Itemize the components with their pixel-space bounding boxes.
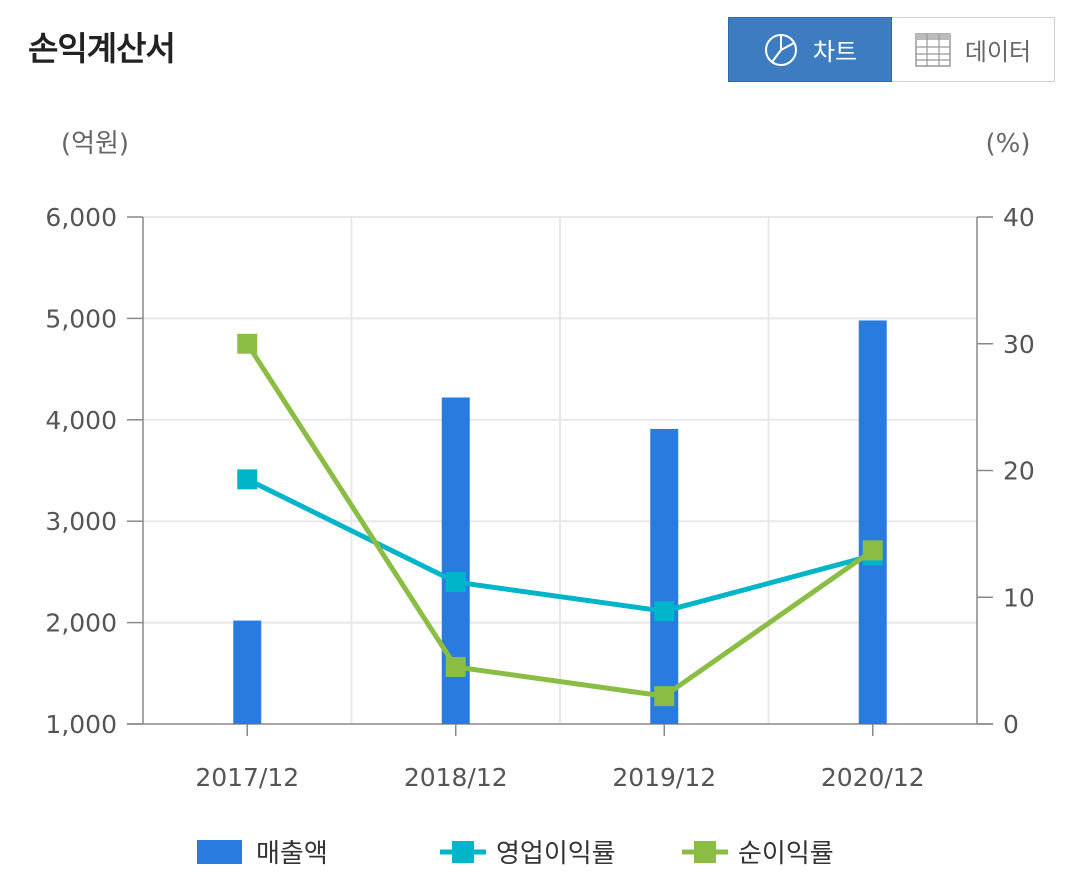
bar (233, 620, 262, 724)
left-tick-label: 6,000 (45, 203, 117, 232)
axes: 1,000 2,000 3,000 4,000 5,000 6,000 0 10 20 30 40 2… (45, 203, 1034, 792)
right-axis-unit: (%) (986, 129, 1031, 159)
series-line (246, 477, 874, 614)
legend-label: 영업이익률 (496, 839, 616, 869)
left-tick-label: 3,000 (45, 507, 117, 536)
legend-label: 순이익률 (738, 839, 834, 869)
legend-label: 매출액 (256, 839, 328, 869)
data-point (862, 540, 883, 561)
series-line (245, 342, 875, 699)
left-tick-label: 5,000 (45, 304, 117, 333)
left-axis-unit: (억원) (61, 129, 129, 159)
pie-chart-icon (763, 32, 799, 68)
right-tick-label: 30 (1003, 330, 1035, 359)
data-point (445, 572, 466, 593)
data-point (237, 469, 258, 490)
line-series (237, 333, 883, 707)
data-point (654, 601, 675, 622)
x-tick-label: 2020/12 (821, 763, 925, 792)
legend-swatch-marker (452, 841, 474, 863)
right-tick-label: 40 (1003, 203, 1035, 232)
bar (858, 320, 887, 724)
bar (650, 428, 679, 724)
data-view-button[interactable]: 데이터 (892, 17, 1055, 82)
right-tick-label: 20 (1003, 457, 1035, 486)
left-tick-label: 1,000 (45, 710, 117, 739)
data-point (654, 686, 675, 707)
grid (143, 216, 977, 724)
x-tick-label: 2017/12 (195, 763, 299, 792)
legend-swatch-marker (694, 841, 716, 863)
data-point (445, 656, 466, 677)
legend-swatch-bar (197, 840, 242, 864)
left-tick-label: 4,000 (45, 406, 117, 435)
right-tick-label: 10 (1003, 583, 1035, 612)
view-toggle: 차트 데이터 (728, 17, 1055, 82)
chart-view-label: 차트 (812, 38, 858, 66)
table-grid-icon (915, 32, 951, 67)
chart-view-button[interactable]: 차트 (728, 17, 892, 82)
data-point (237, 333, 258, 354)
right-tick-label: 0 (1003, 710, 1019, 739)
x-tick-label: 2019/12 (612, 763, 716, 792)
page-title: 손익계산서 (28, 29, 176, 68)
left-tick-label: 2,000 (45, 609, 117, 638)
data-view-label: 데이터 (964, 38, 1032, 66)
legend: 매출액 영업이익률 순이익률 (197, 839, 834, 869)
x-tick-label: 2018/12 (404, 763, 508, 792)
